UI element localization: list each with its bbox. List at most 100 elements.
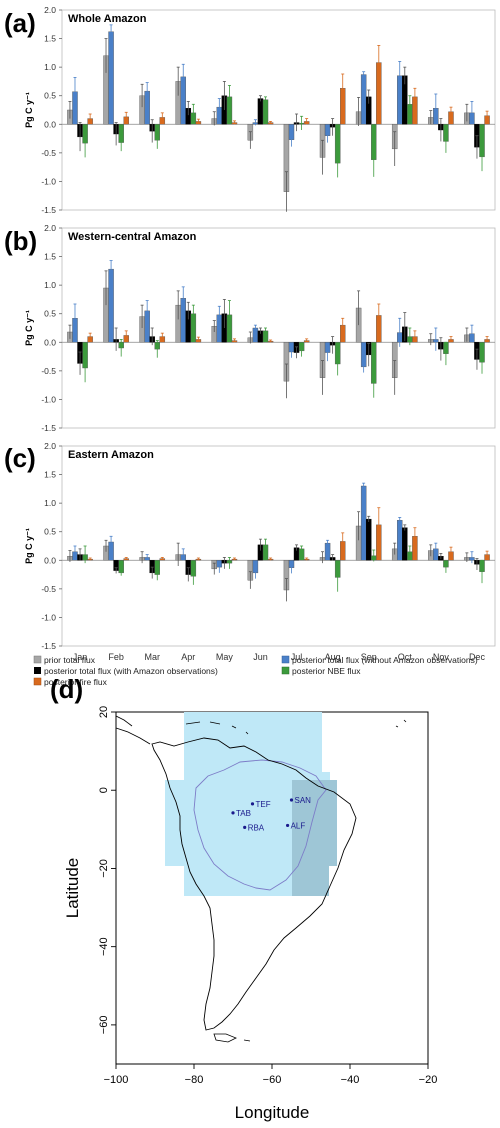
panel-d-letter: (d) [50,674,83,704]
map-x-tick-label: −20 [419,1074,438,1086]
panel-title: Eastern Amazon [68,449,154,461]
y-axis-label: Pg C y⁻¹ [24,528,34,564]
bar-posterior-without [108,31,114,125]
bar-posterior-without [397,520,403,561]
y-tick-label: 1.0 [44,498,56,508]
station-marker [289,798,294,802]
map-y-tick-label: 0 [98,787,110,793]
y-tick-label: -0.5 [41,148,56,158]
legend-swatch-nbe [281,666,290,675]
y-tick-label: -0.5 [41,366,56,376]
panel-b-letter: (b) [4,226,37,256]
station-marker [243,825,247,829]
central-america-coastline [115,715,151,745]
y-tick-label: -1.5 [41,423,56,433]
map-xlabel: Longitude [235,1103,310,1122]
panel-title: Western-central Amazon [68,231,197,243]
y-tick-label: 1.5 [44,470,56,480]
x-tick-label: Apr [181,652,195,662]
y-tick-label: 1.5 [44,252,56,262]
bar-posterior-with [402,527,408,561]
bar-posterior-without [360,74,367,125]
legend-label-fire: posterior fire flux [44,677,108,687]
y-tick-label: 2.0 [44,5,56,15]
y-tick-label: 0.5 [44,527,56,537]
panel-eastern-amazon: 2.0 1.5 1.0 0.5 0.0 -0.5 -1.0 -1.5 Eastern Amazo… [24,441,496,662]
station-label: ALF [291,821,306,830]
map-y-tick-label: −40 [98,937,110,956]
panel-western-central-amazon: 2.0 1.5 1.0 0.5 0.0 -0.5 -1.0 -1.5 Western-centr… [24,223,496,433]
x-tick-label: May [216,652,234,662]
x-tick-label: Aug [325,652,341,662]
legend-swatch-posterior-with [34,667,41,674]
station-marker [231,811,235,815]
y-tick-label: -1.0 [41,612,56,622]
legend-label-prior: prior total flux [44,655,96,665]
map-y-tick-label: 20 [98,706,110,718]
station-marker [250,802,255,806]
eastern-region [292,780,337,896]
legend-swatch-fire [33,677,42,686]
plot-frame [61,227,496,429]
map-panel: −100 −80 −60 −40 −20 20 0 −20 −40 −60 TEF TAB RBA SA… [63,706,437,1122]
map-x-tick-label: −100 [104,1074,129,1086]
x-tick-label: Feb [108,652,124,662]
map-x-tick-label: −80 [185,1074,204,1086]
legend-swatch-prior [33,655,42,664]
panel-whole-amazon: 2.0 1.5 1.0 0.5 0.0 -0.5 -1.0 -1.5 Whole Amazon P… [24,5,496,215]
bar-posterior-without [108,268,114,343]
y-tick-label: -1.5 [41,641,56,651]
y-tick-label: -1.5 [41,205,56,215]
y-tick-label: 0.0 [44,119,56,129]
bar-posterior-with [365,518,372,561]
x-tick-label: Oct [398,652,413,662]
y-axis-label: Pg C y⁻¹ [24,310,34,346]
y-axis-label: Pg C y⁻¹ [24,92,34,128]
y-tick-label: 1.0 [44,62,56,72]
station-label: SAN [295,796,312,805]
basin-outline [193,759,327,891]
bar-posterior-without [360,485,367,561]
y-tick-label: 2.0 [44,223,56,233]
station-label: TEF [256,800,271,809]
panel-c-letter: (c) [4,443,36,473]
legend-label-posterior-with: posterior total flux (with Amazon observ… [44,666,218,676]
y-tick-label: -0.5 [41,584,56,594]
x-tick-label: Sep [361,652,377,662]
legend-label-nbe: posterior NBE flux [292,666,361,676]
x-tick-label: Mar [144,652,160,662]
y-tick-label: 1.0 [44,280,56,290]
panel-a-letter: (a) [4,8,36,38]
x-tick-label: Jan [73,652,88,662]
western-central-region [165,712,330,896]
y-tick-label: 1.5 [44,34,56,44]
map-axes: −100 −80 −60 −40 −20 20 0 −20 −40 −60 [98,706,437,1086]
legend-label-posterior-without: posterior total flux (without Amazon obs… [292,655,478,665]
y-tick-label: 0.5 [44,91,56,101]
caribbean-islands [185,719,407,735]
tierra-del-fuego [213,1033,251,1043]
y-tick-label: 2.0 [44,441,56,451]
stations: TEF TAB RBA SAN ALF [231,796,311,832]
station-label: RBA [248,823,265,832]
bar-nbe [262,99,269,125]
y-tick-label: 0.0 [44,555,56,565]
map-ylabel: Latitude [63,858,82,919]
map-x-tick-label: −60 [263,1074,282,1086]
legend-swatch-posterior-without [281,655,290,664]
map-x-tick-label: −40 [341,1074,360,1086]
legend: prior total flux posterior total flux (w… [33,655,478,687]
plot-frame [61,9,496,211]
x-tick-label: Dec [469,652,486,662]
south-america-coastline [151,737,357,1031]
station-label: TAB [236,809,251,818]
plot-frame [61,445,496,647]
y-tick-label: 0.5 [44,309,56,319]
bar-posterior-with [257,98,264,125]
y-tick-label: -1.0 [41,394,56,404]
x-tick-label: Nov [433,652,450,662]
station-marker [286,823,290,828]
x-tick-label: Jun [253,652,268,662]
map-y-tick-label: −60 [98,1016,110,1035]
